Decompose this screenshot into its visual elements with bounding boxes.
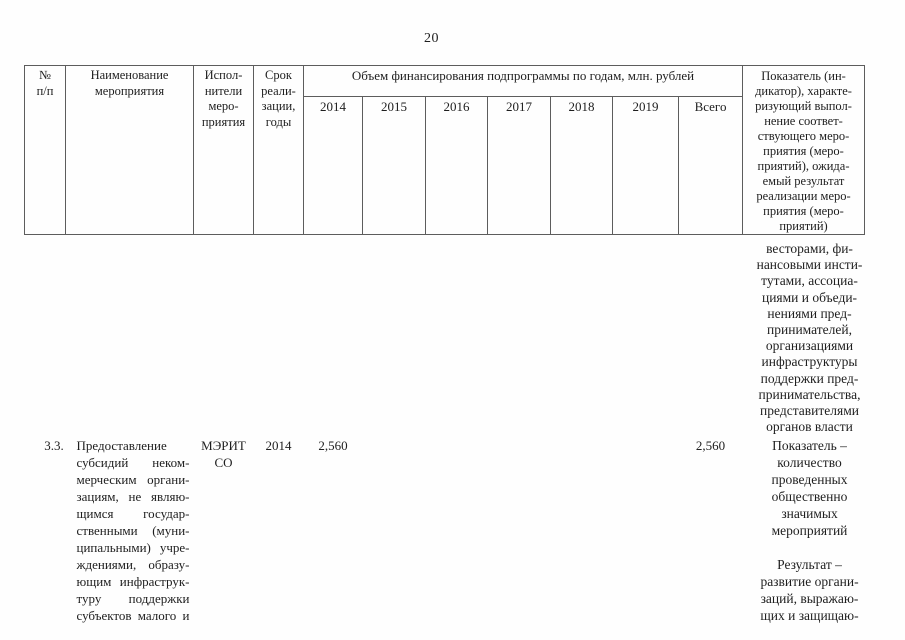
financing-cell-2019 bbox=[613, 435, 679, 624]
table-row-3-3: 3.3. Предоставление субсидий неком- мерч… bbox=[25, 435, 865, 624]
financing-cell-2018 bbox=[551, 435, 613, 624]
financing-cell-2014: 2,560 bbox=[318, 438, 348, 454]
indicator-continuation-text: весторами, фи- нансовыми инсти- тутами, … bbox=[756, 241, 863, 435]
header-cell-name: Наименование мероприятия bbox=[65, 65, 194, 235]
empty-cell bbox=[25, 235, 743, 436]
year-column-header: 2015 bbox=[362, 95, 426, 236]
header-cell-executors: Испол- нители меро- приятия bbox=[193, 65, 254, 235]
header-cell-financing: Объем финансирования подпрограммы по год… bbox=[302, 65, 744, 97]
indicator-text: Показатель – количество проведенных обще… bbox=[760, 438, 859, 624]
page-number: 20 bbox=[424, 31, 439, 46]
financing-table: № п/п Наименование мероприятия Испол- ни… bbox=[24, 65, 866, 624]
year-column-header: 2017 bbox=[487, 95, 551, 236]
year-column-header: 2014 bbox=[303, 95, 363, 236]
year-column-header: 2019 bbox=[612, 95, 679, 236]
table-row-continuation: весторами, фи- нансовыми инсти- тутами, … bbox=[25, 235, 865, 436]
table-header: № п/п Наименование мероприятия Испол- ни… bbox=[24, 65, 866, 236]
financing-cell-2015 bbox=[363, 435, 426, 624]
year-column-header: 2016 bbox=[425, 95, 488, 236]
header-cell-num: № п/п bbox=[24, 65, 66, 235]
year-column-header: 2018 bbox=[550, 95, 613, 236]
activity-name: Предоставление субсидий неком- мерческим… bbox=[76, 438, 190, 624]
executor-name: МЭРИТ СО bbox=[201, 438, 246, 471]
financing-cell-2017 bbox=[488, 435, 551, 624]
financing-cell-2016 bbox=[426, 435, 488, 624]
row-number: 3.3. bbox=[44, 438, 64, 454]
header-cell-term: Срок реали- зации, годы bbox=[253, 65, 304, 235]
years-row: 2014 2015 2016 2017 2018 2019 Всего bbox=[25, 95, 865, 236]
header-cell-indicator: Показатель (ин- дикатор), характе- ризую… bbox=[742, 65, 866, 235]
term-value: 2014 bbox=[265, 438, 292, 454]
financing-cell-total: 2,560 bbox=[695, 438, 726, 454]
total-column-header: Всего bbox=[677, 95, 744, 236]
